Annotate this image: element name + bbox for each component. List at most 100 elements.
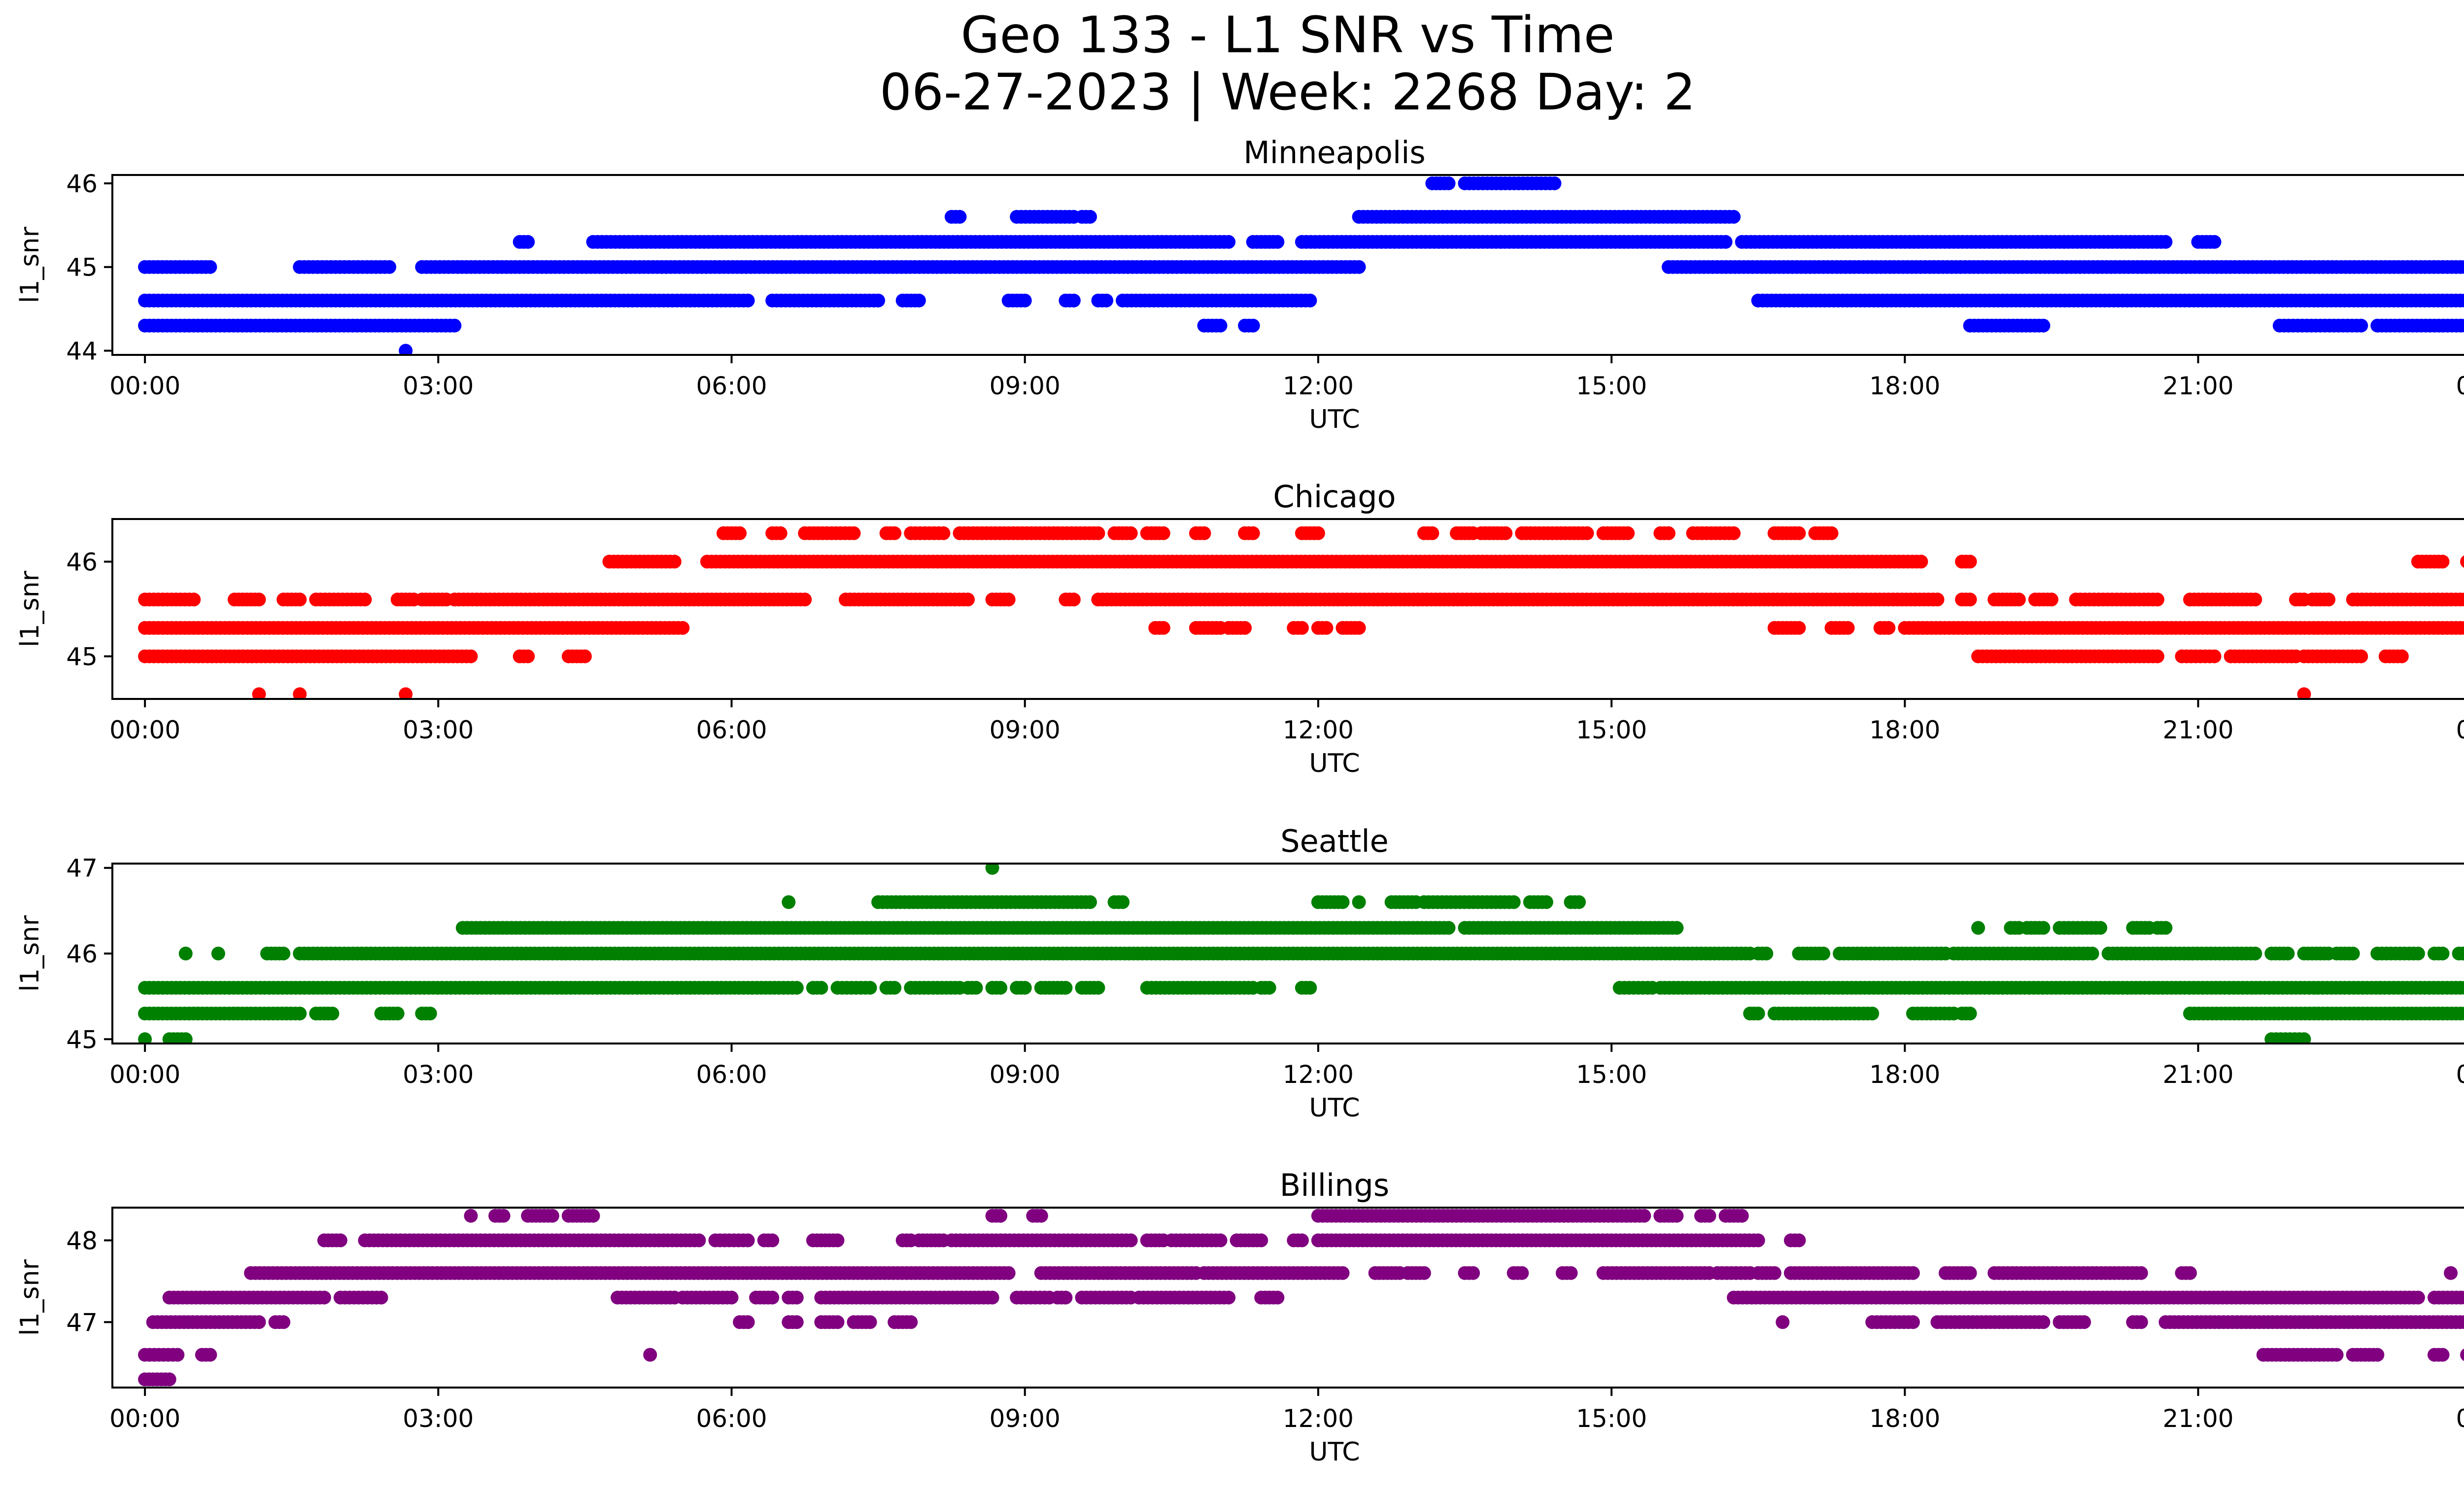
seattle-point xyxy=(969,981,983,995)
billings-point xyxy=(1222,1290,1236,1305)
minneapolis-point xyxy=(1270,235,1285,249)
seattle-point xyxy=(2093,921,2108,935)
seattle-point xyxy=(863,981,877,995)
chicago-ylabel: l1_snr xyxy=(15,570,45,647)
minneapolis-points xyxy=(138,176,2464,355)
chicago-xtick-label: 18:00 xyxy=(1869,716,1940,744)
billings-title: Billings xyxy=(1280,1167,1389,1203)
billings-point xyxy=(765,1290,780,1305)
minneapolis-point xyxy=(1246,318,1260,333)
seattle-ytick-label: 47 xyxy=(66,854,98,883)
seattle-point xyxy=(1816,946,1830,961)
minneapolis-xtick-label: 00:00 xyxy=(2456,372,2464,400)
chicago-points xyxy=(138,526,2464,699)
chicago-point xyxy=(2150,649,2164,663)
figure-title: Geo 133 - L1 SNR vs Time 06-27-2023 | We… xyxy=(0,7,2464,121)
minneapolis-ytick-label: 45 xyxy=(66,253,98,282)
chicago-axes-frame xyxy=(111,518,2464,700)
chicago-point xyxy=(1661,526,1676,540)
seattle-point xyxy=(276,946,291,961)
billings-point xyxy=(1906,1315,1920,1329)
minneapolis-point xyxy=(912,293,926,308)
chicago-point xyxy=(1792,526,1806,540)
figure-title-line-2: 06-27-2023 | Week: 2268 Day: 2 xyxy=(880,63,1696,122)
chicago-point xyxy=(1001,592,1016,607)
chicago-point xyxy=(1930,592,1945,607)
seattle-xtick-label: 00:00 xyxy=(2456,1060,2464,1089)
chicago-ytick-label: 45 xyxy=(66,643,98,671)
seattle-point xyxy=(2460,947,2464,960)
chicago-point xyxy=(1914,555,1928,569)
seattle-point xyxy=(1963,1007,1977,1021)
seattle-point xyxy=(2458,1007,2464,1021)
seattle-point xyxy=(2411,946,2425,961)
seattle-point xyxy=(293,1007,307,1021)
chicago-point xyxy=(1792,621,1806,635)
billings-point xyxy=(276,1315,291,1329)
minneapolis-point xyxy=(2462,262,2464,272)
minneapolis-point xyxy=(1099,293,1114,308)
chicago-point xyxy=(1499,526,1513,540)
minneapolis-point xyxy=(2158,235,2173,249)
chicago-point xyxy=(888,526,902,540)
chicago-point xyxy=(252,592,266,607)
chicago-point xyxy=(1963,592,1977,607)
chicago-point xyxy=(1295,621,1309,635)
minneapolis-point xyxy=(2458,260,2464,274)
seattle-point xyxy=(390,1007,405,1021)
seattle-point xyxy=(211,946,225,961)
seattle-point xyxy=(423,1007,437,1021)
chicago-xtick-label: 03:00 xyxy=(403,716,474,744)
seattle-point xyxy=(2346,946,2360,961)
billings-point xyxy=(2458,1315,2464,1329)
seattle-point xyxy=(1262,981,1276,995)
billings-point xyxy=(317,1290,331,1305)
seattle-point xyxy=(1059,981,1073,995)
seattle-point xyxy=(2036,921,2051,935)
minneapolis-ytick-label: 44 xyxy=(66,337,98,366)
seattle-point xyxy=(1751,1007,1765,1021)
billings-point xyxy=(1059,1290,1073,1305)
minneapolis-xtick-label: 03:00 xyxy=(403,372,474,400)
seattle-point xyxy=(2158,921,2173,935)
chicago-point xyxy=(1197,526,1211,540)
chicago-point xyxy=(2207,649,2222,663)
seattle-point xyxy=(2085,946,2099,961)
chicago-point xyxy=(1311,526,1325,540)
minneapolis-axes-frame xyxy=(111,174,2464,356)
seattle-point xyxy=(2248,946,2262,961)
chicago-point xyxy=(464,649,478,663)
chicago-xtick-label: 21:00 xyxy=(2162,716,2233,744)
minneapolis-point xyxy=(203,260,217,274)
chicago-point xyxy=(847,526,861,540)
chicago-point xyxy=(521,649,535,663)
seattle-point xyxy=(138,1032,152,1043)
seattle-point xyxy=(985,864,999,875)
minneapolis-point xyxy=(382,260,397,274)
seattle-ytick-label: 45 xyxy=(66,1025,98,1054)
minneapolis-point xyxy=(1213,318,1228,333)
chicago-point xyxy=(2462,594,2464,604)
chicago-point xyxy=(2354,649,2368,663)
minneapolis-point xyxy=(1018,293,1032,308)
minneapolis-point xyxy=(2463,321,2464,330)
billings-point xyxy=(2462,1317,2464,1327)
chicago-point xyxy=(1246,526,1260,540)
chicago-point xyxy=(2460,555,2464,568)
seattle-point xyxy=(789,981,804,995)
chicago-point xyxy=(2458,592,2464,607)
seattle-point xyxy=(888,981,902,995)
minneapolis-point xyxy=(447,318,462,333)
seattle-point xyxy=(814,981,828,995)
minneapolis-point xyxy=(871,293,886,308)
chicago-point xyxy=(2462,623,2464,633)
billings-point xyxy=(830,1315,845,1329)
billings-point xyxy=(2077,1315,2091,1329)
billings-points xyxy=(138,1209,2464,1387)
chicago-point xyxy=(2012,592,2026,607)
seattle-point xyxy=(1539,895,1553,909)
minneapolis-point xyxy=(1066,293,1081,308)
chicago-point xyxy=(252,687,266,699)
chicago-xtick-label: 15:00 xyxy=(1576,716,1647,744)
